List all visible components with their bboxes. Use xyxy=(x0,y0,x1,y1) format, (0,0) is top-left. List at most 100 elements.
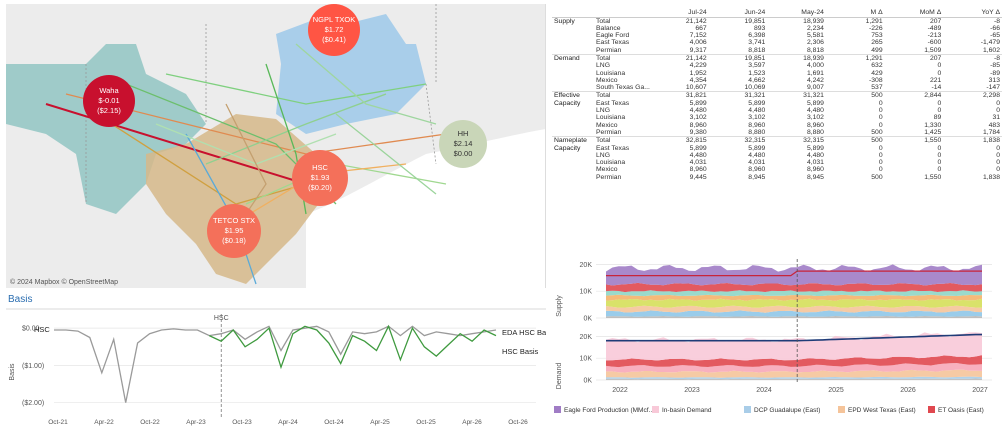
table-row[interactable]: Eagle Ford 7,152 6,398 5,581 753 -213 -65 xyxy=(552,32,1002,39)
basis-marker-label: HSC xyxy=(214,315,229,322)
table-cell: -226 xyxy=(869,24,883,32)
table-row[interactable]: Balance 667 893 2,234 -226 -489 -66 xyxy=(552,25,1002,32)
demand-area-layer[interactable] xyxy=(606,376,982,380)
row-group-label: Supply xyxy=(552,16,594,55)
map-credit: © 2024 Mapbox © OpenStreetMap xyxy=(10,279,118,286)
table-cell: 9,445 xyxy=(689,173,707,181)
hub-hh[interactable]: HH $2.14 $0.00 xyxy=(439,120,487,168)
xtick-label: 2023 xyxy=(684,387,700,394)
table-cell: 4,480 xyxy=(748,107,766,115)
supply-area-layer[interactable] xyxy=(606,310,982,317)
table-cell: 429 xyxy=(871,69,883,77)
table-cell: 2,234 xyxy=(806,24,824,32)
table-cell: 4,229 xyxy=(689,62,707,70)
demand-capacity-line[interactable] xyxy=(606,333,982,342)
legend-swatch xyxy=(652,406,659,413)
column-header[interactable]: MoM Δ xyxy=(884,4,944,18)
supply-capacity-line[interactable] xyxy=(606,270,982,277)
column-header[interactable]: Jun-24 xyxy=(708,4,768,18)
demand-area-layer[interactable] xyxy=(606,332,982,361)
table-row[interactable]: Mexico 8,960 8,960 8,960 0 1,330 483 xyxy=(552,122,1002,129)
hub-hsc[interactable]: HSC $1.93 ($0.20) xyxy=(292,150,348,206)
legend-label: Eagle Ford Production (MMcf... xyxy=(564,407,654,414)
demand-area-layer[interactable] xyxy=(606,363,982,373)
table-cell: 3,741 xyxy=(748,39,766,47)
xtick-label: Apr-23 xyxy=(186,419,206,426)
supply-area-layer[interactable] xyxy=(606,294,982,301)
table-row[interactable]: LNG 4,480 4,480 4,480 0 0 0 xyxy=(552,152,1002,159)
hub-name: NGPL TXOK xyxy=(313,15,356,24)
table-row[interactable]: LNG 4,229 3,597 4,000 632 0 -85 xyxy=(552,62,1002,69)
supply-area-layer[interactable] xyxy=(606,264,982,286)
column-header[interactable]: May-24 xyxy=(767,4,826,18)
hub-basis: ($0.18) xyxy=(222,236,246,245)
hub-tetco-stx[interactable]: TETCO STX $1.95 ($0.18) xyxy=(207,204,261,258)
table-row[interactable]: Louisiana 1,952 1,523 1,691 429 0 -89 xyxy=(552,70,1002,77)
table-cell: 21,142 xyxy=(650,53,709,63)
column-header[interactable]: YoY Δ xyxy=(943,4,1002,18)
supply-area-layer[interactable] xyxy=(606,282,982,293)
demand-area-layer[interactable] xyxy=(606,355,982,368)
supply-area-layer[interactable] xyxy=(606,290,982,297)
table-cell: 0 xyxy=(937,159,942,167)
table-cell: 3,102 xyxy=(748,114,766,122)
table-cell: 0 xyxy=(878,166,883,174)
table-row[interactable]: Louisiana 3,102 3,102 3,102 0 89 31 xyxy=(552,114,1002,121)
supply-area-layer[interactable] xyxy=(606,305,982,313)
table-cell: 5,899 xyxy=(806,99,824,107)
table-row[interactable]: Supply Total 21,142 19,851 18,939 1,291 207 -8 xyxy=(552,16,1002,55)
table-cell: 753 xyxy=(871,32,883,40)
legend-label: EPD West Texas (East) xyxy=(848,407,916,414)
table-cell: 893 xyxy=(753,24,766,32)
row-label: LNG xyxy=(596,62,610,70)
hub-waha[interactable]: Waha $-0.01 ($2.15) xyxy=(83,75,135,127)
table-row[interactable]: Demand Total 21,142 19,851 18,939 1,291 207 -8 xyxy=(552,53,1002,92)
table-cell: 4,000 xyxy=(806,62,824,70)
table-row[interactable]: Permian 9,380 8,880 8,880 500 1,425 1,784 xyxy=(552,129,1002,137)
table-row[interactable]: East Texas 4,006 3,741 2,306 265 -600 -1,479 xyxy=(552,39,1002,46)
table-cell: 1,838 xyxy=(982,173,1000,181)
basis-chart[interactable]: Basis $0.00($1.00)($2.00) Oct-21 Apr-22 Oc… xyxy=(6,292,556,428)
demand-area-layer[interactable] xyxy=(606,369,982,378)
table-row[interactable]: LNG 4,480 4,480 4,480 0 0 0 xyxy=(552,107,1002,114)
table-row[interactable]: Effective Capacity Total 31,821 31,321 31,32… xyxy=(552,91,1002,137)
table-cell: 667 xyxy=(695,24,707,32)
legend-item[interactable]: DCP Guadalupe (East) xyxy=(744,406,820,414)
hub-name: TETCO STX xyxy=(213,216,255,225)
table-row[interactable]: South Texas Ga... 10,607 10,069 9,007 537 -14… xyxy=(552,84,1002,92)
table-cell: 1,523 xyxy=(748,69,766,77)
legend-item[interactable]: Eagle Ford Production (MMcf... xyxy=(554,406,654,414)
table-row[interactable]: East Texas 5,899 5,899 5,899 0 0 0 xyxy=(552,145,1002,152)
capacity-table: Jul-24 Jun-24 May-24 M Δ MoM Δ YoY Δ Sup… xyxy=(552,4,1002,182)
series-line-hsc-basis[interactable] xyxy=(209,324,497,370)
hub-ngpl-txok[interactable]: NGPL TXOK $1.72 ($0.41) xyxy=(308,4,360,56)
table-row[interactable]: Permian 9,317 8,818 8,818 499 1,509 1,602 xyxy=(552,47,1002,55)
table-row[interactable]: Louisiana 4,031 4,031 4,031 0 0 0 xyxy=(552,159,1002,166)
series-line-eda-hsc-basis[interactable] xyxy=(54,325,497,403)
legend-label: In-basin Demand xyxy=(662,407,712,414)
column-header[interactable]: M Δ xyxy=(825,4,885,18)
table-cell: 3,102 xyxy=(806,114,824,122)
series-label-hsc: HSC Basis xyxy=(502,347,539,356)
table-row[interactable]: Mexico 8,960 8,960 8,960 0 0 0 xyxy=(552,166,1002,173)
row-label: LNG xyxy=(596,107,610,115)
row-label: Louisiana xyxy=(596,69,626,77)
demand-area-layer[interactable] xyxy=(606,378,982,381)
table-row[interactable]: Nameplate Capacity Total 32,815 32,315 32,31… xyxy=(552,136,1002,182)
legend-item[interactable]: ET Oasis (East) xyxy=(928,406,984,414)
column-header[interactable]: Jul-24 xyxy=(650,4,709,18)
hub-price: $2.14 xyxy=(454,139,473,148)
table-row[interactable]: East Texas 5,899 5,899 5,899 0 0 0 xyxy=(552,100,1002,107)
table-row[interactable]: Permian 9,445 8,945 8,945 500 1,550 1,838 xyxy=(552,174,1002,181)
legend-item[interactable]: In-basin Demand xyxy=(652,406,712,414)
table-row[interactable]: Mexico 4,354 4,662 4,242 -308 221 313 xyxy=(552,77,1002,84)
table-cell: -14 xyxy=(931,84,942,92)
table-cell: 1,291 xyxy=(825,53,885,63)
legend-item[interactable]: EPD West Texas (East) xyxy=(838,406,916,414)
pipeline-map[interactable]: NGPL TXOK $1.72 ($0.41) Waha $-0.01 ($2.… xyxy=(6,4,546,288)
supply-area-layer[interactable] xyxy=(606,316,982,318)
chart-legend: Eagle Ford Production (MMcf... In-basin D… xyxy=(554,406,984,414)
table-cell: 4,480 xyxy=(748,151,766,159)
supply-area-layer[interactable] xyxy=(606,298,982,308)
